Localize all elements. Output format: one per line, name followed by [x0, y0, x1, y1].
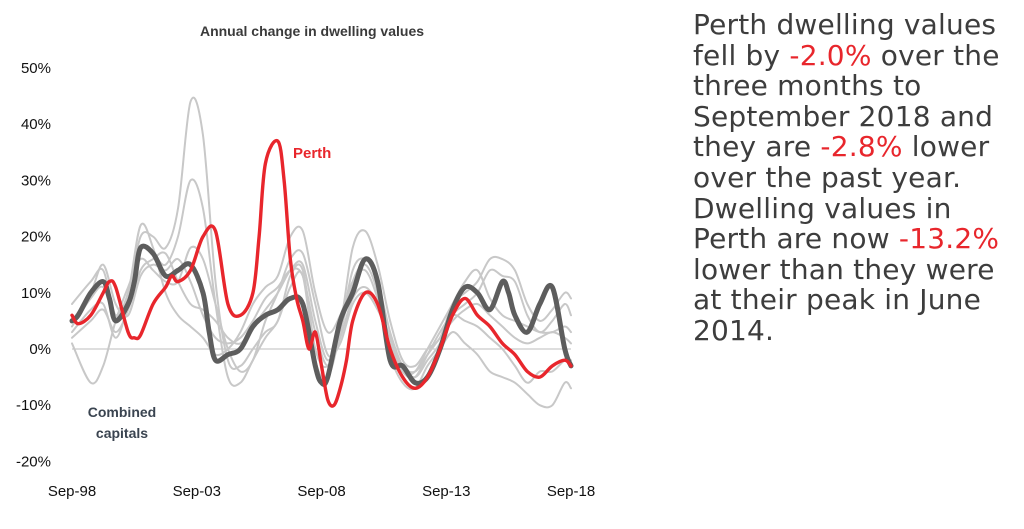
y-tick-label: 50%: [21, 60, 51, 77]
y-tick-label: 10%: [21, 285, 51, 302]
main-series: [69, 138, 574, 408]
y-tick-label: 20%: [21, 229, 51, 246]
x-tick-label: Sep-08: [297, 483, 345, 500]
y-tick-label: 0%: [29, 341, 51, 358]
narrative-part-4: lower than they were at their peak in Ju…: [693, 252, 995, 347]
y-tick-label: 30%: [21, 172, 51, 189]
perth-line: [70, 138, 573, 408]
x-tick-label: Sep-98: [48, 483, 96, 500]
chart: Annual change in dwelling values 50% 40% 3…: [16, 23, 595, 500]
combined-capitals-line: [69, 243, 574, 387]
combined-capitals-label-line1: Combined: [88, 404, 156, 420]
other-capital-line: [71, 222, 572, 384]
perth-label: Perth: [293, 145, 331, 162]
other-capital-line: [71, 251, 572, 409]
peak-change-highlight: -13.2%: [898, 222, 1000, 256]
quarterly-change-highlight: -2.0%: [789, 38, 872, 72]
y-tick-label: -20%: [16, 453, 51, 470]
narrative-text: Perth dwelling values fell by -2.0% over…: [693, 8, 1018, 347]
x-tick-label: Sep-03: [173, 483, 221, 500]
annual-change-highlight: -2.8%: [820, 130, 903, 164]
chart-title: Annual change in dwelling values: [200, 23, 424, 39]
x-tick-label: Sep-18: [547, 483, 595, 500]
y-tick-label: -10%: [16, 397, 51, 414]
x-tick-label: Sep-13: [422, 483, 470, 500]
combined-capitals-label-line2: capitals: [96, 425, 148, 441]
narrative-part-2: over the three months to September 2018 …: [693, 38, 1000, 164]
x-axis-ticks: Sep-98 Sep-03 Sep-08 Sep-13 Sep-18: [48, 483, 595, 500]
y-axis-ticks: 50% 40% 30% 20% 10% 0% -10% -20%: [16, 60, 51, 470]
y-tick-label: 40%: [21, 116, 51, 133]
narrative-part-3: lower over the past year. Dwelling value…: [693, 130, 990, 256]
narrative-part-1: Perth dwelling values fell by: [693, 8, 997, 72]
